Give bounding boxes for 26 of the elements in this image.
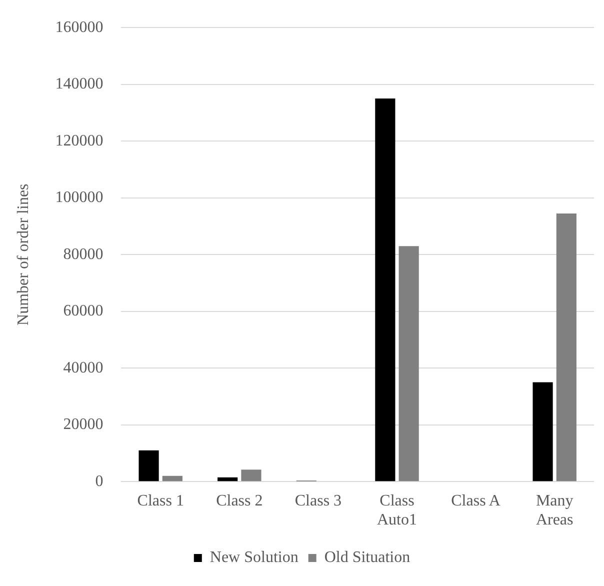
bar xyxy=(398,246,419,482)
x-tick-label: Class Auto1 xyxy=(377,492,417,529)
y-tick-label: 120000 xyxy=(55,132,104,150)
y-tick-label: 60000 xyxy=(63,302,104,320)
x-tick-label: Class A xyxy=(451,492,501,510)
bar xyxy=(138,450,159,482)
y-tick-label: 0 xyxy=(95,472,104,490)
bar xyxy=(375,98,396,482)
bar xyxy=(241,470,262,482)
y-tick-label: 20000 xyxy=(63,416,104,434)
bar xyxy=(218,477,238,482)
x-tick-label: Class 1 xyxy=(137,492,184,510)
legend-label: Old Situation xyxy=(324,549,410,566)
y-tick-label: 40000 xyxy=(63,359,104,376)
y-tick-label: 80000 xyxy=(63,246,104,263)
bar xyxy=(532,382,553,482)
legend-label: New Solution xyxy=(210,549,298,566)
y-tick-label: 160000 xyxy=(55,18,104,36)
y-tick-label: 100000 xyxy=(55,189,104,206)
x-tick-label: Class 3 xyxy=(294,492,342,510)
y-axis-title: Number of order lines xyxy=(14,184,32,326)
x-tick-label: Class 2 xyxy=(216,492,263,510)
bar xyxy=(556,213,576,482)
bar xyxy=(162,476,182,482)
y-tick-label: 140000 xyxy=(55,76,104,93)
x-tick-label: Many Areas xyxy=(536,492,574,529)
